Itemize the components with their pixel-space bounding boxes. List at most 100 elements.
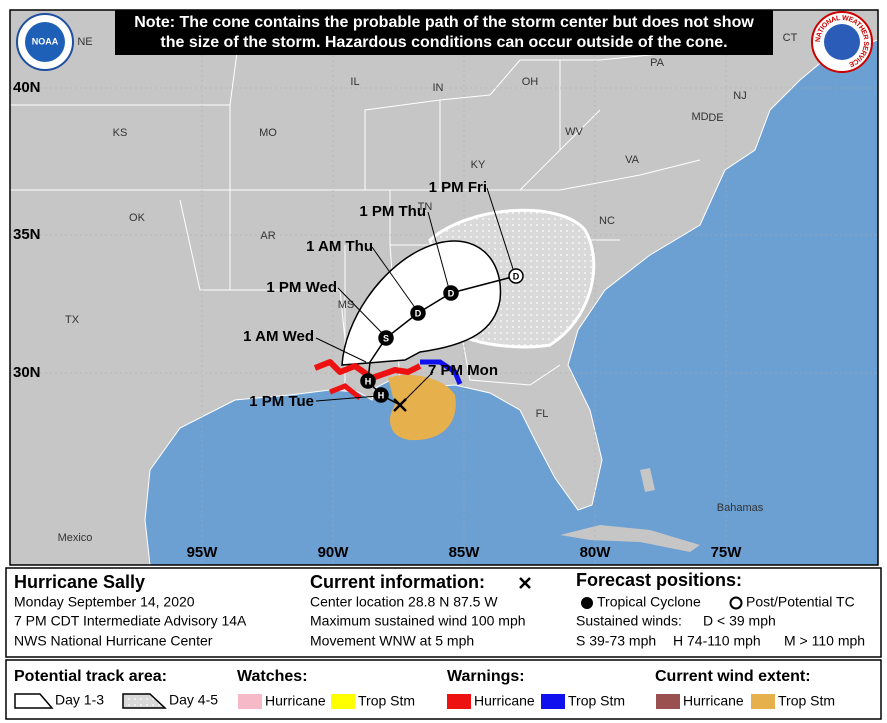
day-1-3-label: Day 1-3	[55, 692, 104, 708]
hurricane-extent-swatch	[656, 694, 680, 709]
time-label: 1 PM Thu	[359, 203, 426, 220]
watches-heading: Watches:	[237, 668, 308, 685]
note-line: the size of the storm. Hazardous conditi…	[160, 34, 727, 51]
note-line: Note: The cone contains the probable pat…	[134, 14, 754, 31]
place-label: Bahamas	[717, 502, 764, 514]
place-label: OH	[522, 76, 539, 88]
wind-h: H 74-110 mph	[673, 633, 761, 649]
tc-label: Tropical Cyclone	[597, 594, 701, 610]
legend-box	[5, 659, 882, 720]
day-4-5-label: Day 4-5	[169, 692, 218, 708]
forecast-heading: Forecast positions:	[576, 570, 742, 590]
forecast-symbol: S	[383, 333, 389, 343]
hurricane-warning	[329, 383, 362, 400]
label-leaders	[315, 187, 515, 404]
time-label: 7 PM Mon	[428, 362, 498, 379]
storm-wind-extent	[388, 374, 456, 441]
place-label: Mexico	[58, 532, 93, 544]
place-label: NE	[77, 36, 92, 48]
bahamas	[640, 468, 655, 492]
time-label: 1 PM Wed	[266, 279, 337, 296]
place-label: NC	[599, 215, 615, 227]
time-label: 1 PM Fri	[429, 179, 487, 196]
geo-labels: 40N 35N 30N 95W 90W 85W 80W 75W 7 PM Mon	[13, 79, 742, 561]
latitude-label: 35N	[13, 226, 41, 243]
place-label: WV	[565, 126, 583, 138]
forecast-marker	[508, 268, 524, 284]
time-label: 1 AM Thu	[306, 238, 373, 255]
place-label: MD	[691, 111, 708, 123]
current-heading: Current information:	[310, 572, 485, 592]
map: NEILINOHPACTNJMDDEKSMOWVVAKYOKARTNNCSCGA…	[10, 10, 878, 565]
time-label: 1 PM Tue	[249, 393, 314, 410]
ts-watch-swatch	[331, 694, 355, 709]
latitude-label: 40N	[13, 79, 41, 96]
day-1-3-icon	[14, 693, 54, 709]
forecast-marker	[373, 387, 389, 403]
place-label: MO	[259, 127, 277, 139]
forecast-points: H 1 PM Tue H 1 AM Wed S 1 PM Wed D 1 AM Thu D 1 P…	[243, 179, 524, 410]
place-label: IN	[433, 82, 444, 94]
max-wind: Maximum sustained wind 100 mph	[310, 613, 526, 629]
place-label: MS	[338, 299, 355, 311]
post-tc-symbol	[729, 596, 743, 610]
noaa-text: NOAA	[32, 36, 59, 46]
longitude-label: 80W	[580, 544, 612, 561]
day-4-5-icon	[122, 693, 167, 709]
place-label: DE	[708, 112, 723, 124]
note-box	[115, 10, 773, 55]
sustained-winds: Sustained winds:	[576, 613, 682, 629]
longitude-label: 75W	[711, 544, 743, 561]
post-tc-label: Post/Potential TC	[746, 594, 855, 610]
place-label: VA	[625, 154, 640, 166]
forecast-symbol: D	[415, 308, 422, 318]
hurricane-watch-label: Hurricane	[265, 693, 326, 709]
longitude-label: 95W	[187, 544, 219, 561]
forecast-symbol: H	[378, 390, 385, 400]
wind-d: D < 39 mph	[703, 613, 776, 629]
forecast-symbol: H	[365, 376, 372, 386]
hurricane-warning-label: Hurricane	[474, 693, 535, 709]
ts-warning-swatch	[541, 694, 565, 709]
forecast-symbol: D	[513, 271, 520, 281]
place-label: KS	[113, 127, 128, 139]
tc-symbol	[581, 597, 593, 609]
hurricane-watch-swatch	[238, 694, 262, 709]
storm-name: Hurricane Sally	[14, 572, 145, 592]
movement: Movement WNW at 5 mph	[310, 633, 474, 649]
office: NWS National Hurricane Center	[14, 633, 213, 649]
tropical-storm-warning	[420, 359, 463, 385]
center-location: Center location 28.8 N 87.5 W	[310, 594, 498, 610]
ts-warning-label: Trop Stm	[568, 693, 625, 709]
advisory: 7 PM CDT Intermediate Advisory 14A	[14, 613, 247, 629]
wind-s: S 39-73 mph	[576, 633, 656, 649]
forecast-symbol: D	[448, 288, 455, 298]
place-label: FL	[536, 408, 549, 420]
forecast-marker	[378, 330, 394, 346]
forecast-marker	[443, 285, 459, 301]
place-label: IL	[350, 76, 359, 88]
longitude-label: 90W	[318, 544, 350, 561]
latitude-label: 30N	[13, 364, 41, 381]
place-label: OK	[129, 212, 146, 224]
info-box	[5, 567, 882, 658]
place-label: PA	[650, 57, 665, 69]
place-label: TX	[65, 314, 80, 326]
ts-extent-label: Trop Stm	[778, 693, 835, 709]
wind-m: M > 110 mph	[784, 633, 865, 649]
hurricane-warning	[313, 359, 422, 381]
forecast-marker	[360, 373, 376, 389]
time-label: 1 AM Wed	[243, 328, 314, 345]
place-label: KY	[471, 159, 486, 171]
noaa-logo: NOAA	[16, 13, 74, 71]
date: Monday September 14, 2020	[14, 594, 195, 610]
place-label: AR	[260, 230, 275, 242]
current-symbol	[519, 577, 531, 589]
current-position	[393, 398, 407, 412]
warnings-heading: Warnings:	[447, 668, 525, 685]
place-label: NJ	[733, 90, 746, 102]
longitude-label: 85W	[449, 544, 481, 561]
place-label: TN	[418, 201, 433, 213]
hurricane-extent-label: Hurricane	[683, 693, 744, 709]
